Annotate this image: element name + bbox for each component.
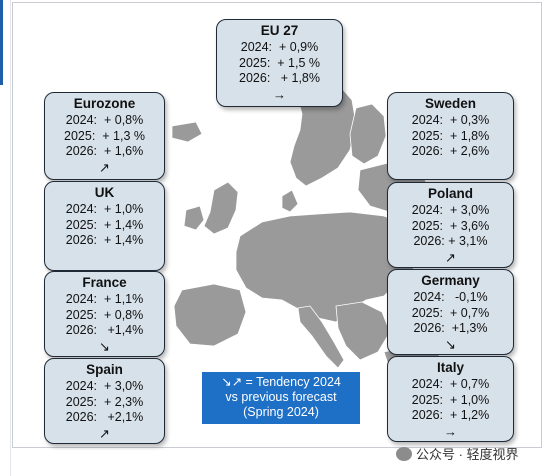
left-frame <box>0 0 11 476</box>
card-title: Poland <box>427 186 473 201</box>
legend-line-1: ↘↗ = Tendency 2024 <box>221 375 341 389</box>
value-2024: 2024: -0,1% <box>413 290 488 304</box>
accent-stripe <box>0 0 3 85</box>
card-italy: Italy 2024: + 0,7% 2025: + 1,0% 2026: + … <box>387 356 514 442</box>
card-uk: UK 2024: + 1,0% 2025: + 1,4% 2026: + 1,4… <box>44 181 165 271</box>
value-2024: 2024: + 1,0% <box>65 202 144 216</box>
arrow-up-right-icon: ↗ <box>99 159 110 175</box>
value-2024: 2024: + 0,8% <box>65 113 144 127</box>
card-eu27: EU 27 2024: + 0,9% 2025: + 1,5 % 2026: +… <box>216 19 343 107</box>
watermark: 公众号 · 轻度视界 <box>396 444 519 463</box>
value-2025: 2025: + 0,7% <box>411 305 490 320</box>
card-sweden: Sweden 2024: + 0,3% 2025: + 1,8% 2026: +… <box>387 92 514 180</box>
legend-line-3: (Spring 2024) <box>243 405 319 419</box>
value-2024: 2024: + 0,3% <box>411 113 490 127</box>
card-germany: Germany 2024: -0,1% 2025: + 0,7% 2026: +… <box>387 269 514 355</box>
card-title: Eurozone <box>73 96 136 111</box>
card-eurozone: Eurozone 2024: + 0,8% 2025: + 1,3 % 2026… <box>44 92 165 180</box>
value-2025: 2025: + 3,6% <box>411 218 490 233</box>
value-2026: 2026: + 1,6% <box>65 144 144 158</box>
value-2026: 2026: +2,1% <box>65 410 144 424</box>
value-2024: 2024: + 0,7% <box>411 377 490 391</box>
value-2026: 2026: + 1,2% <box>411 408 490 422</box>
arrow-up-right-icon: ↗ <box>445 249 456 265</box>
value-2025: 2025: + 0,8% <box>65 307 144 322</box>
card-title: Sweden <box>424 96 476 111</box>
value-2026: 2026: + 1,4% <box>65 233 144 247</box>
watermark-text: 公众号 · 轻度视界 <box>416 447 519 462</box>
wechat-icon <box>396 446 412 461</box>
value-2024: 2024: + 1,1% <box>65 292 144 306</box>
value-2025: 2025: + 1,8% <box>411 128 490 143</box>
card-poland: Poland 2024: + 3,0% 2025: + 3,6% 2026: +… <box>387 182 514 268</box>
arrow-down-right-icon: ↘ <box>445 336 456 352</box>
value-2024: 2024: + 3,0% <box>411 203 490 217</box>
card-france: France 2024: + 1,1% 2025: + 0,8% 2026: +… <box>44 271 165 357</box>
card-title: France <box>82 275 127 290</box>
value-2026: 2026: + 2,6% <box>411 144 490 158</box>
value-2025: 2025: + 1,0% <box>411 392 490 407</box>
arrow-up-right-icon: ↗ <box>99 425 110 441</box>
value-2025: 2025: + 1,5 % <box>239 55 320 70</box>
card-title: EU 27 <box>260 23 299 38</box>
value-2026: 2026: + 1,8% <box>239 71 320 85</box>
value-2024: 2024: + 3,0% <box>65 379 144 393</box>
card-spain: Spain 2024: + 3,0% 2025: + 2,3% 2026: +2… <box>44 358 165 444</box>
card-title: Spain <box>86 362 123 377</box>
arrow-right-icon: → <box>273 86 286 102</box>
value-2026: 2026: +1,3% <box>413 321 488 335</box>
value-2026: 2026: + 3,1% <box>413 234 488 248</box>
arrow-right-icon: → <box>444 423 457 439</box>
value-2025: 2025: + 1,3 % <box>64 128 145 143</box>
legend-line-2: vs previous forecast <box>225 390 337 404</box>
card-title: Italy <box>436 360 464 375</box>
card-title: Germany <box>421 273 480 288</box>
legend-box: ↘↗ = Tendency 2024 vs previous forecast … <box>202 372 360 424</box>
value-2026: 2026: +1,4% <box>65 323 144 337</box>
value-2024: 2024: + 0,9% <box>240 40 319 54</box>
arrow-down-right-icon: ↘ <box>99 338 110 354</box>
card-title: UK <box>94 185 115 200</box>
value-2025: 2025: + 2,3% <box>65 394 144 409</box>
value-2025: 2025: + 1,4% <box>65 217 144 232</box>
